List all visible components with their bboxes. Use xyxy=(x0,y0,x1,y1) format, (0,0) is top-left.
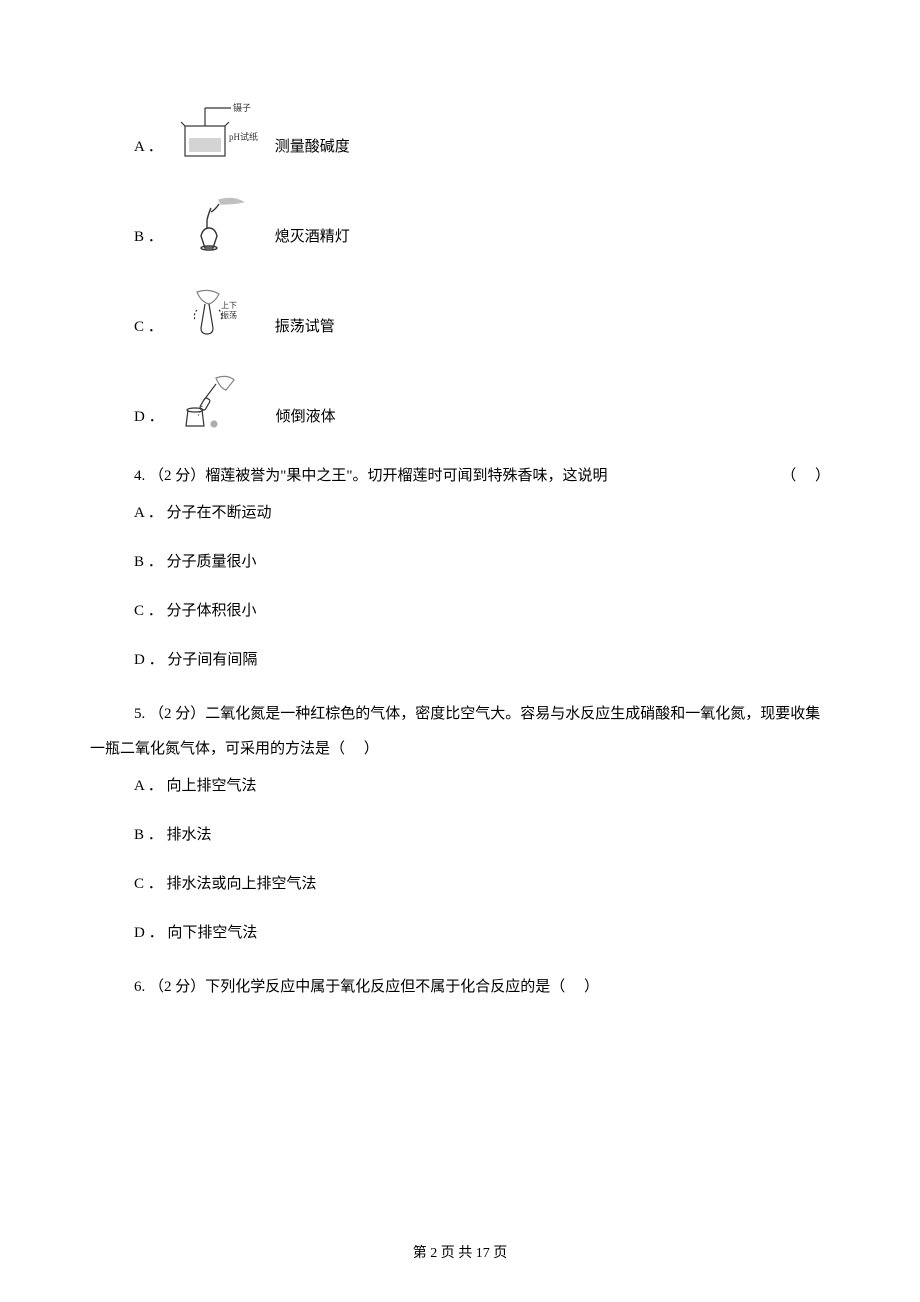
option-letter: B ． xyxy=(134,554,163,570)
option-letter: B ． xyxy=(134,827,163,843)
q3-option-d: D ． 倾倒液体 xyxy=(134,370,830,432)
option-text: 排水法或向上排空气法 xyxy=(167,876,317,892)
option-text: 测量酸碱度 xyxy=(275,135,350,156)
q4-option-c: C ． 分子体积很小 xyxy=(134,599,830,620)
option-text: 分子间有间隔 xyxy=(167,652,257,668)
option-letter: D ． xyxy=(134,652,164,668)
question-5: 5. （2 分）二氧化氮是一种红棕色的气体，密度比空气大。容易与水反应生成硝酸和… xyxy=(90,697,830,942)
beaker-ph-icon: 镊子 pH试纸 xyxy=(171,100,261,162)
q4-stem: 4. （2 分）榴莲被誉为"果中之王"。切开榴莲时可闻到特殊香味，这说明 （ ） xyxy=(134,460,830,493)
q5-option-c: C ． 排水法或向上排空气法 xyxy=(134,872,830,893)
option-text: 向上排空气法 xyxy=(167,778,257,794)
q5-option-d: D ． 向下排空气法 xyxy=(134,921,830,942)
question-6: 6. （2 分）下列化学反应中属于氧化反应但不属于化合反应的是（ ） xyxy=(90,970,830,1005)
option-letter: D ． xyxy=(134,925,164,941)
q6-stem: 6. （2 分）下列化学反应中属于氧化反应但不属于化合反应的是（ ） xyxy=(134,970,830,1005)
q4-option-d: D ． 分子间有间隔 xyxy=(134,648,830,669)
option-letter: C ． xyxy=(134,876,163,892)
pour-liquid-icon xyxy=(172,370,262,432)
q5-stem: 5. （2 分）二氧化氮是一种红棕色的气体，密度比空气大。容易与水反应生成硝酸和… xyxy=(90,697,830,766)
q4-paren: （ ） xyxy=(781,460,830,493)
option-letter: A ． xyxy=(134,505,163,521)
q3-option-b: B ． 熄灭酒精灯 xyxy=(134,190,830,252)
option-letter: D ． xyxy=(134,405,164,426)
svg-text:镊子: 镊子 xyxy=(233,102,251,113)
option-text: 熄灭酒精灯 xyxy=(275,225,350,246)
option-letter: C ． xyxy=(134,603,163,619)
q5-option-a: A ． 向上排空气法 xyxy=(134,774,830,795)
question-3-options: A ． 镊子 pH试纸 测量酸碱度 B ． xyxy=(90,100,830,432)
option-text: 排水法 xyxy=(167,827,212,843)
question-4: 4. （2 分）榴莲被誉为"果中之王"。切开榴莲时可闻到特殊香味，这说明 （ ）… xyxy=(90,460,830,669)
svg-text:pH试纸: pH试纸 xyxy=(229,131,258,142)
svg-text:上下: 上下 xyxy=(221,301,237,310)
svg-text:振荡: 振荡 xyxy=(221,310,237,320)
option-letter: B ． xyxy=(134,225,163,246)
option-text: 分子在不断运动 xyxy=(167,505,272,521)
q3-option-a: A ． 镊子 pH试纸 测量酸碱度 xyxy=(134,100,830,162)
q3-option-c: C ． 上下 振荡 振荡试管 xyxy=(134,280,830,342)
option-text: 向下排空气法 xyxy=(167,925,257,941)
option-text: 振荡试管 xyxy=(275,315,335,336)
option-letter: A ． xyxy=(134,135,163,156)
option-letter: C ． xyxy=(134,315,163,336)
option-text: 倾倒液体 xyxy=(276,405,336,426)
option-letter: A ． xyxy=(134,778,163,794)
q4-option-b: B ． 分子质量很小 xyxy=(134,550,830,571)
option-text: 分子体积很小 xyxy=(167,603,257,619)
q5-option-b: B ． 排水法 xyxy=(134,823,830,844)
option-text: 分子质量很小 xyxy=(167,554,257,570)
q4-stem-text: 4. （2 分）榴莲被誉为"果中之王"。切开榴莲时可闻到特殊香味，这说明 xyxy=(134,460,608,493)
blow-lamp-icon xyxy=(171,190,261,252)
q4-option-a: A ． 分子在不断运动 xyxy=(134,501,830,522)
page-footer: 第 2 页 共 17 页 xyxy=(0,1242,920,1262)
shake-tube-icon: 上下 振荡 xyxy=(171,280,261,342)
